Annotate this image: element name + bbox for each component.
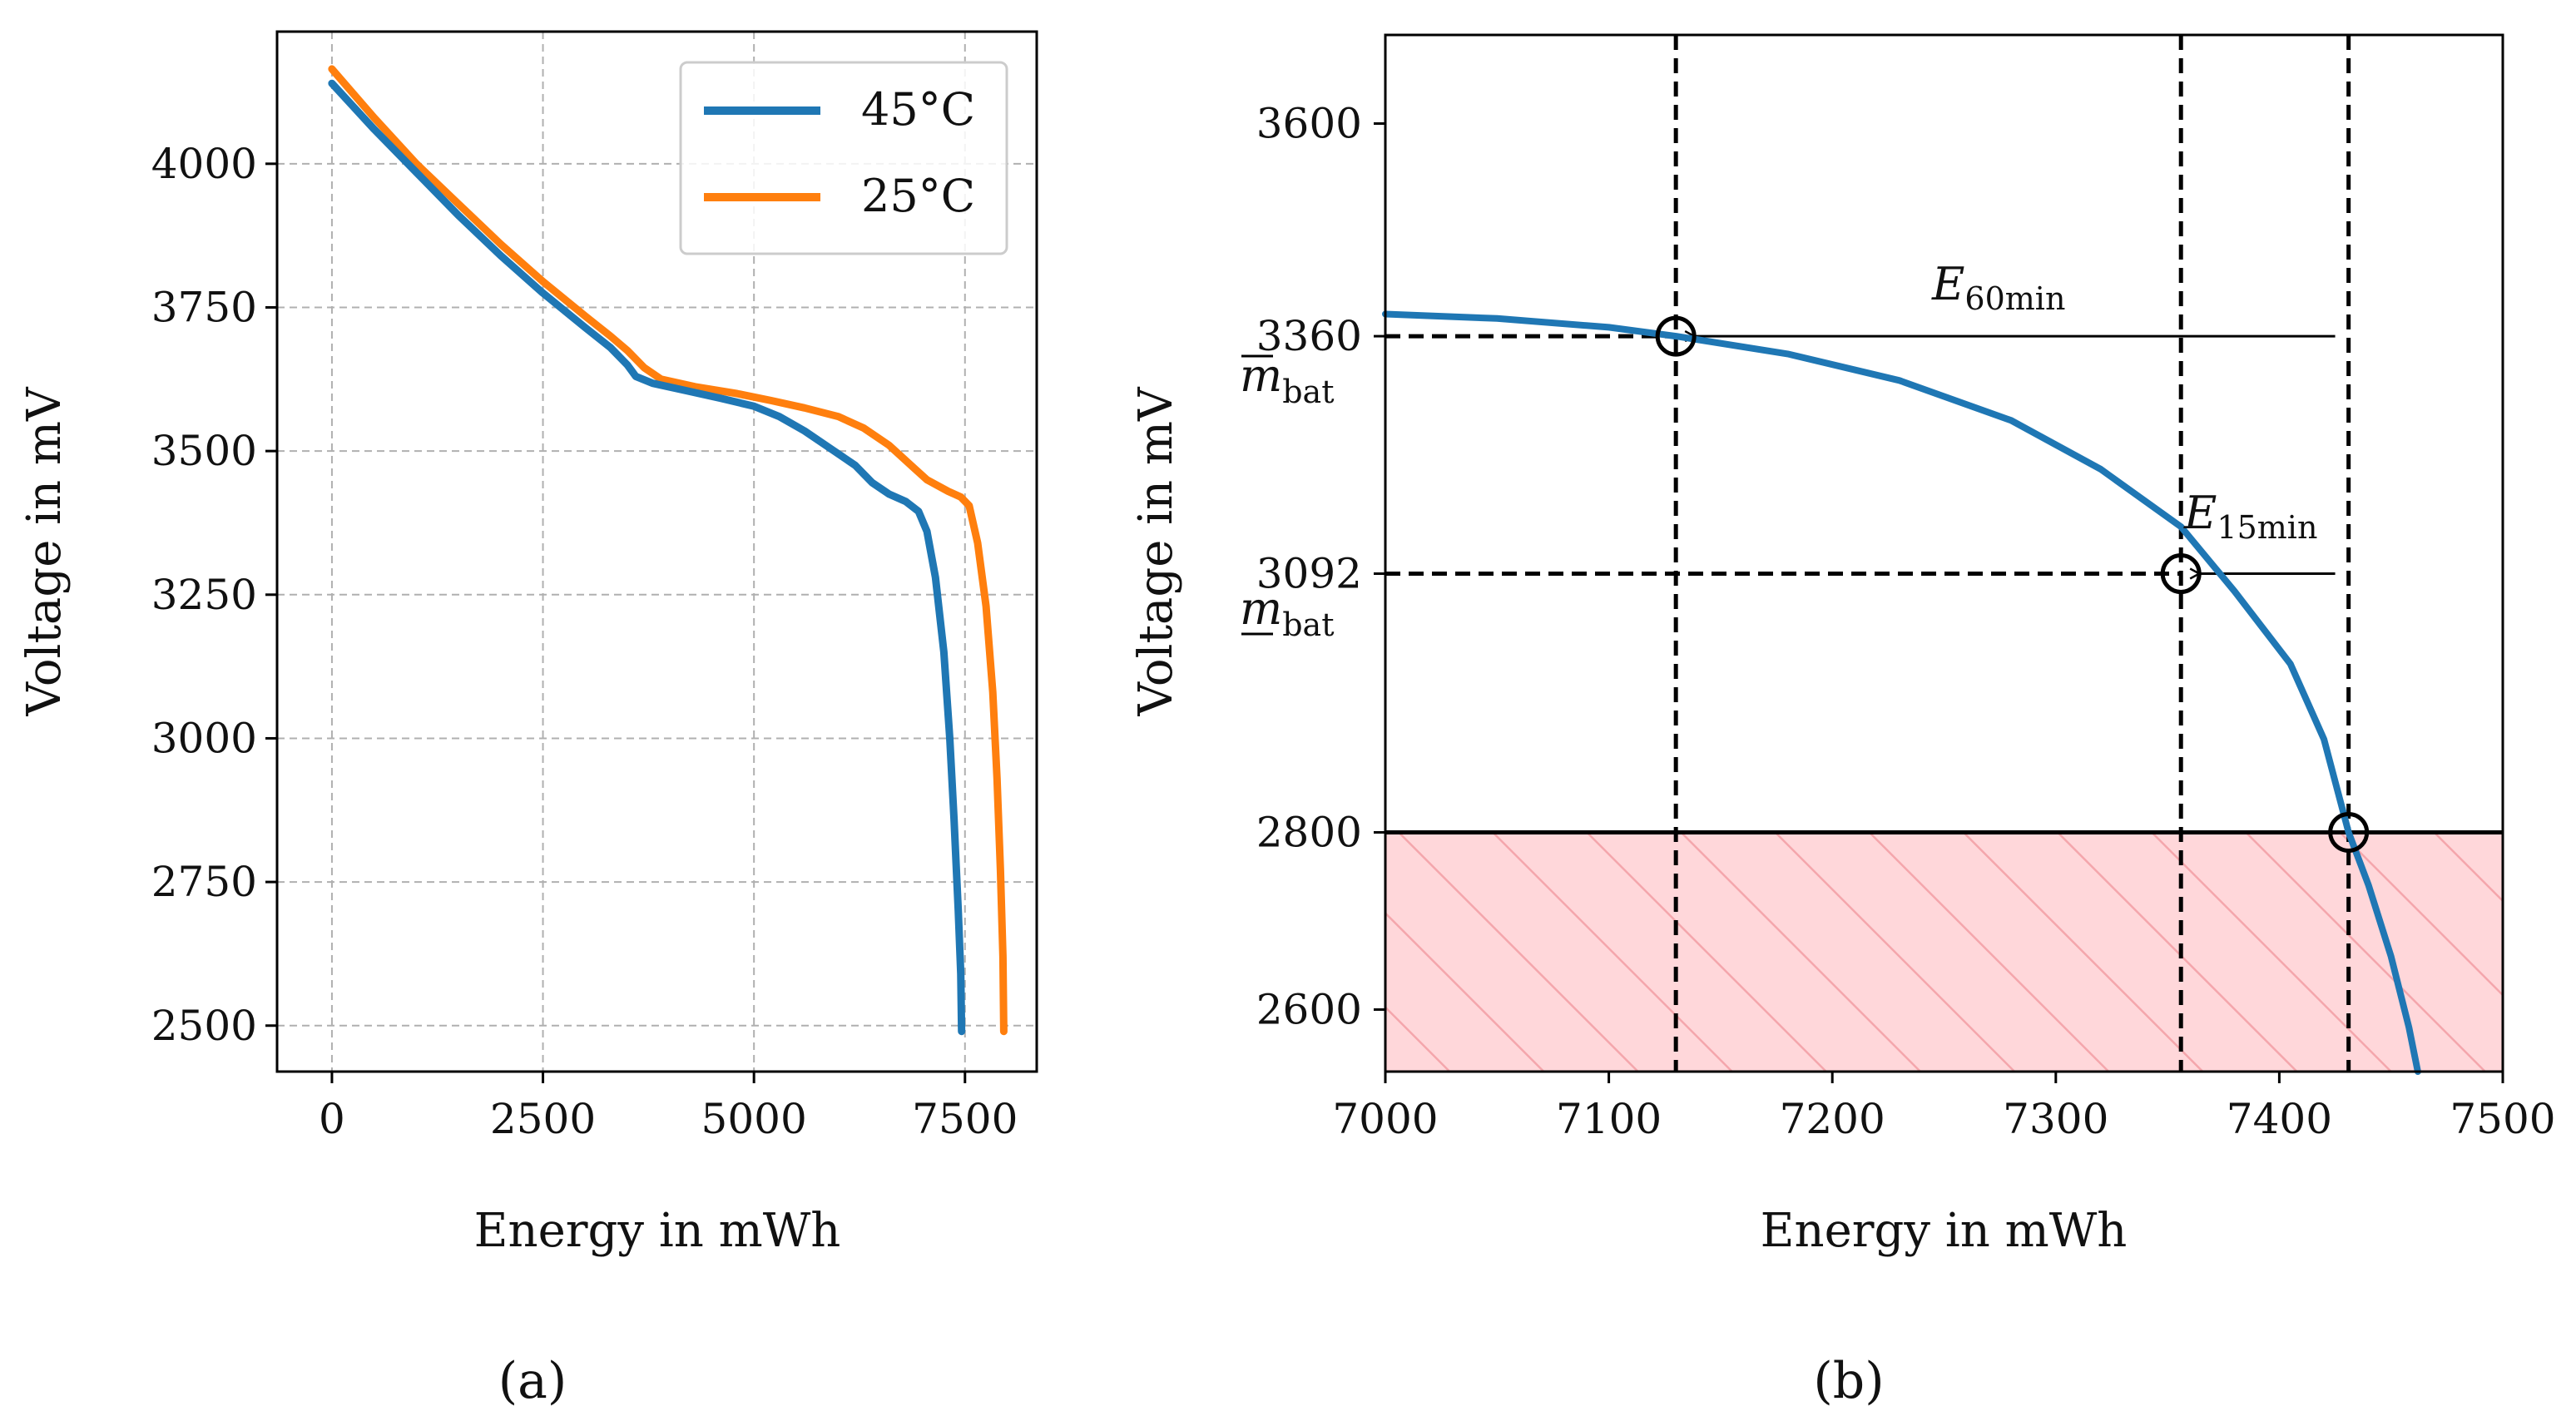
series-line-45c <box>328 79 966 1036</box>
panel-b-xticks: 7000 7100 7200 7300 7400 7500 <box>1332 1072 2556 1143</box>
panel-b-ytick-label-3: 3360 <box>1256 312 1362 360</box>
panel-a-legend: 45°C 25°C <box>679 61 1008 255</box>
panel-b-xlabel: Energy in mWh <box>1761 1204 2128 1258</box>
panel-b-xtick-label-1: 7100 <box>1556 1095 1662 1143</box>
forbidden-region <box>1385 832 2503 1072</box>
panel-a-ytick-label-4: 3500 <box>151 427 257 475</box>
panel-a-xtick-label-1: 2500 <box>490 1095 596 1143</box>
panel-b-xtick-label-0: 7000 <box>1332 1095 1438 1143</box>
m-bat-lower-sub: bat <box>1282 607 1334 643</box>
panel-a-ytick-label-5: 3750 <box>151 283 257 331</box>
panel-a-xtick-label-2: 5000 <box>701 1095 807 1143</box>
e15-label: E15min <box>2183 487 2317 546</box>
m-bat-lower-label: mbat <box>1240 582 1334 643</box>
legend-label-25c: 25°C <box>861 170 975 222</box>
marker-circle-0 <box>1655 315 1697 357</box>
m-bat-lower-base: m <box>1240 582 1282 635</box>
panel-b: 7000 7100 7200 7300 7400 7500 2600 2800 3092 336… <box>1129 33 2556 1410</box>
panel-b-markers <box>1655 315 2370 853</box>
panel-a-xtick-label-0: 0 <box>319 1095 345 1143</box>
panel-a-frame <box>275 30 1038 1073</box>
panel-b-xtick-label-2: 7200 <box>1780 1095 1885 1143</box>
panel-a-yticks: 2500 2750 3000 3250 3500 3750 4000 <box>151 140 277 1050</box>
legend-label-45c: 45°C <box>861 83 975 136</box>
panel-b-frame <box>1384 33 2504 1073</box>
marker-circle-1 <box>2160 552 2202 594</box>
panel-b-xtick-label-5: 7500 <box>2450 1095 2555 1143</box>
marker-circle-2 <box>2328 811 2370 853</box>
panel-b-curve <box>1382 310 2421 1075</box>
series-line-25c <box>328 65 1008 1036</box>
panel-a-ytick-label-0: 2500 <box>151 1002 257 1050</box>
panel-a: 0 2500 5000 7500 2500 2750 3000 3250 3500 3750 40… <box>17 30 1038 1410</box>
panel-a-ylabel: Voltage in mV <box>17 386 72 716</box>
panel-a-xtick-label-3: 7500 <box>912 1095 1018 1143</box>
panel-a-caption: (a) <box>498 1352 567 1410</box>
m-bat-upper-base: m <box>1240 349 1282 402</box>
svg-text:mbat: mbat <box>1240 349 1334 410</box>
panel-a-ytick-label-6: 4000 <box>151 140 257 188</box>
panel-b-ytick-label-0: 2600 <box>1256 985 1362 1033</box>
panel-b-ytick-label-2: 3092 <box>1256 549 1362 597</box>
panel-a-xlabel: Energy in mWh <box>474 1204 841 1258</box>
m-bat-upper-label: mbat <box>1240 349 1334 410</box>
panel-b-ytick-label-1: 2800 <box>1256 808 1362 856</box>
svg-text:mbat: mbat <box>1240 582 1334 643</box>
panel-a-ytick-label-1: 2750 <box>151 858 257 906</box>
panel-b-yticks: 2600 2800 3092 3360 3600 <box>1256 99 1385 1033</box>
e60-label: E60min <box>1931 258 2065 317</box>
panel-a-xticks: 0 2500 5000 7500 <box>319 1072 1018 1143</box>
panel-b-caption: (b) <box>1813 1352 1884 1410</box>
m-bat-upper-sub: bat <box>1282 374 1334 410</box>
panel-a-lines <box>328 65 1008 1036</box>
panel-b-xtick-label-3: 7300 <box>2003 1095 2108 1143</box>
panel-b-ylabel: Voltage in mV <box>1129 386 1183 716</box>
panel-a-ytick-label-3: 3250 <box>151 571 257 619</box>
panel-b-xtick-label-4: 7400 <box>2227 1095 2332 1143</box>
panel-a-ytick-label-2: 3000 <box>151 714 257 762</box>
panel-b-ytick-label-4: 3600 <box>1256 99 1362 147</box>
